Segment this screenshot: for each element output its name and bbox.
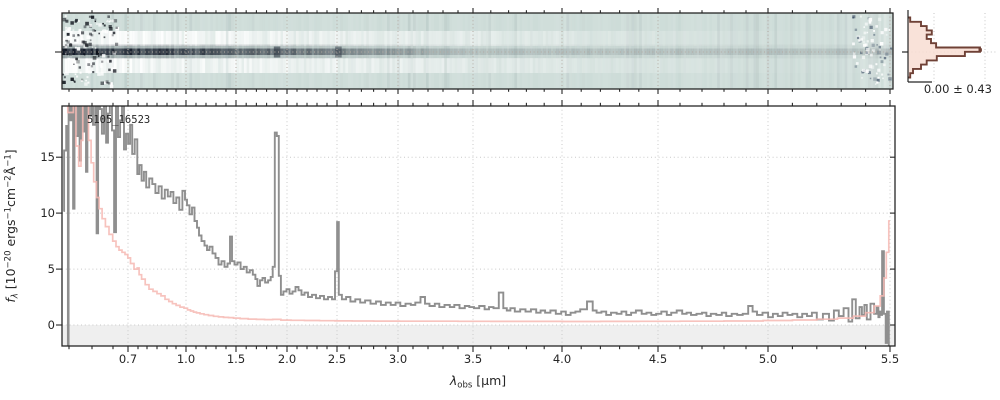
2d-panel-border: [61, 12, 894, 90]
x-tick-label: 0.7: [119, 352, 137, 366]
y-tick-label: 0: [48, 318, 55, 332]
y-tick-labels: 0 5 10 15: [40, 150, 55, 332]
pixel-histogram-panel: [902, 10, 997, 83]
x-tick-label: 5.5: [881, 352, 899, 366]
uncertainty-series-line: [66, 106, 890, 323]
below-zero-shading: [62, 325, 895, 346]
x-tick-label: 4.5: [649, 352, 667, 366]
x-tick-label: 4.0: [553, 352, 571, 366]
main-axis-ticks: [56, 100, 895, 352]
x-tick-label: 3.5: [464, 352, 482, 366]
x-tick-label: 2.5: [328, 352, 346, 366]
histogram-bars: [908, 16, 981, 79]
y-tick-label: 10: [40, 206, 55, 220]
y-tick-label: 15: [40, 150, 55, 164]
1d-spectrum-panel: 0.7 1.0 1.5 2.0 2.5 3.0 3.5 4.0 4.5 5.0 5.5 0 5 10 15: [40, 100, 899, 366]
flux-series-line: [63, 106, 890, 346]
x-axis-label: λobs [μm]: [449, 373, 506, 391]
x-tick-label: 3.0: [389, 352, 407, 366]
y-tick-label: 5: [48, 262, 55, 276]
x-tick-labels: 0.7 1.0 1.5 2.0 2.5 3.0 3.5 4.0 4.5 5.0 5.5: [119, 352, 899, 366]
main-panel-border: [61, 105, 896, 347]
2d-emission-line-blob: [335, 46, 342, 58]
histogram-peak-marker: [978, 48, 982, 52]
x-tick-label: 5.0: [759, 352, 777, 366]
2d-axis-ticks: [55, 8, 891, 94]
object-id-label: 5105_16523: [87, 114, 150, 126]
x-tick-label: 1.0: [177, 352, 195, 366]
2d-emission-line-blob: [273, 46, 281, 58]
y-axis-label: fλ [10−20 ergs−1cm−2Å−1]: [3, 149, 21, 302]
2d-spectrum-panel: [55, 8, 894, 94]
2d-image-noise: [62, 14, 893, 89]
x-tick-label: 1.5: [227, 352, 245, 366]
histogram-stats-label: 0.00 ± 0.43: [924, 82, 992, 96]
x-tick-label: 2.0: [278, 352, 296, 366]
series-group: [63, 106, 890, 346]
histogram-spines: [902, 10, 932, 83]
